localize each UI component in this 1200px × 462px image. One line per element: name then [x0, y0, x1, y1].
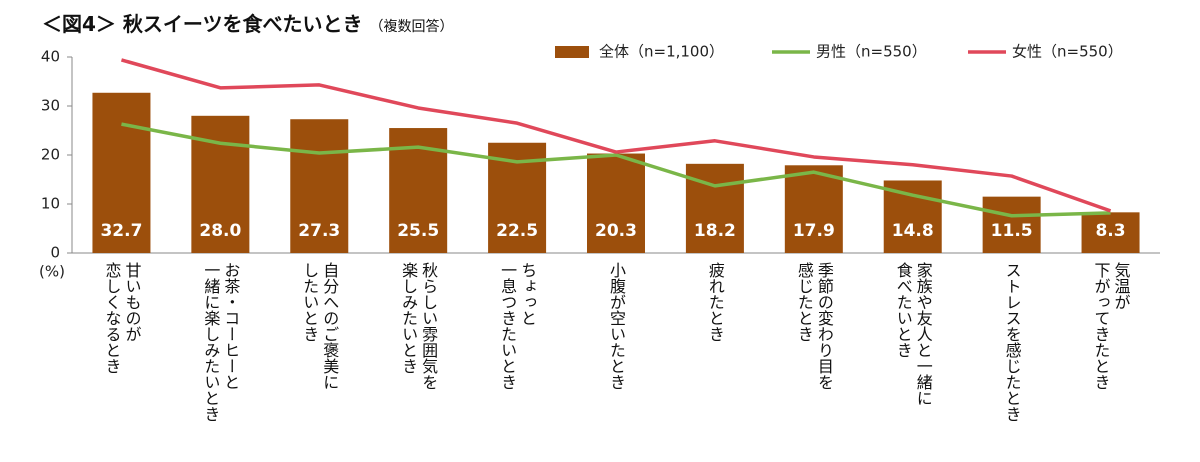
chart-title-block: ＜図4＞ 秋スイーツを食べたいとき （複数回答）	[42, 8, 453, 37]
bar	[1081, 212, 1140, 253]
bar	[587, 153, 645, 253]
value-label: 20.3	[595, 221, 637, 241]
value-label: 11.5	[991, 221, 1033, 241]
x-tick-label: 気温が 下がってきたとき	[1091, 262, 1131, 390]
x-tick-label: 秋らしい雰囲気を 楽しみたいとき	[399, 262, 439, 390]
value-label: 8.3	[1095, 221, 1125, 241]
bar	[883, 180, 942, 253]
x-tick-label: 小腹が空いたとき	[607, 262, 626, 390]
x-tick-label: 疲れたとき	[705, 262, 725, 342]
bar	[290, 119, 349, 253]
line	[121, 122, 1111, 218]
line	[120, 58, 1112, 213]
x-tick-label: ちょっと 一息つきたいとき	[498, 262, 538, 390]
x-tick-label: ストレスを感じたとき	[1002, 262, 1022, 422]
legend-label: 全体（n=1,100）	[599, 43, 724, 61]
x-tick-label: お茶・コーヒーと 一緒に楽しみたいとき	[201, 262, 241, 422]
bar	[784, 165, 843, 253]
value-label: 27.3	[298, 221, 340, 241]
value-label: 17.9	[793, 221, 835, 241]
value-label: 18.2	[694, 221, 736, 241]
value-label: 22.5	[496, 221, 538, 241]
value-label: 14.8	[892, 221, 934, 241]
y-tick-label: 40	[41, 48, 60, 66]
y-tick-label: 30	[41, 97, 60, 115]
legend-label: 女性（n=550）	[1012, 43, 1123, 61]
chart-title: ＜図4＞ 秋スイーツを食べたいとき	[42, 12, 363, 36]
x-tick-label: 甘いものが 恋しくなるとき	[102, 262, 142, 374]
value-label: 25.5	[397, 221, 439, 241]
bar	[92, 92, 151, 254]
value-label: 32.7	[100, 221, 142, 241]
x-tick-label: 季節の変わり目を 感じたとき	[794, 262, 834, 390]
x-tick-label: 自分へのご褒美に したいとき	[300, 262, 340, 390]
value-label: 28.0	[199, 221, 241, 241]
legend-swatch	[555, 46, 589, 58]
x-tick-label: 家族や友人と一緒に 食べたいとき	[893, 262, 933, 406]
bar	[982, 196, 1041, 253]
y-tick-label: 20	[41, 146, 60, 164]
y-tick-label: 0	[50, 244, 60, 262]
y-tick-label: 10	[41, 195, 60, 213]
legend-label: 男性（n=550）	[816, 43, 927, 61]
chart-subtitle: （複数回答）	[369, 19, 454, 35]
y-unit: (%)	[39, 263, 65, 281]
